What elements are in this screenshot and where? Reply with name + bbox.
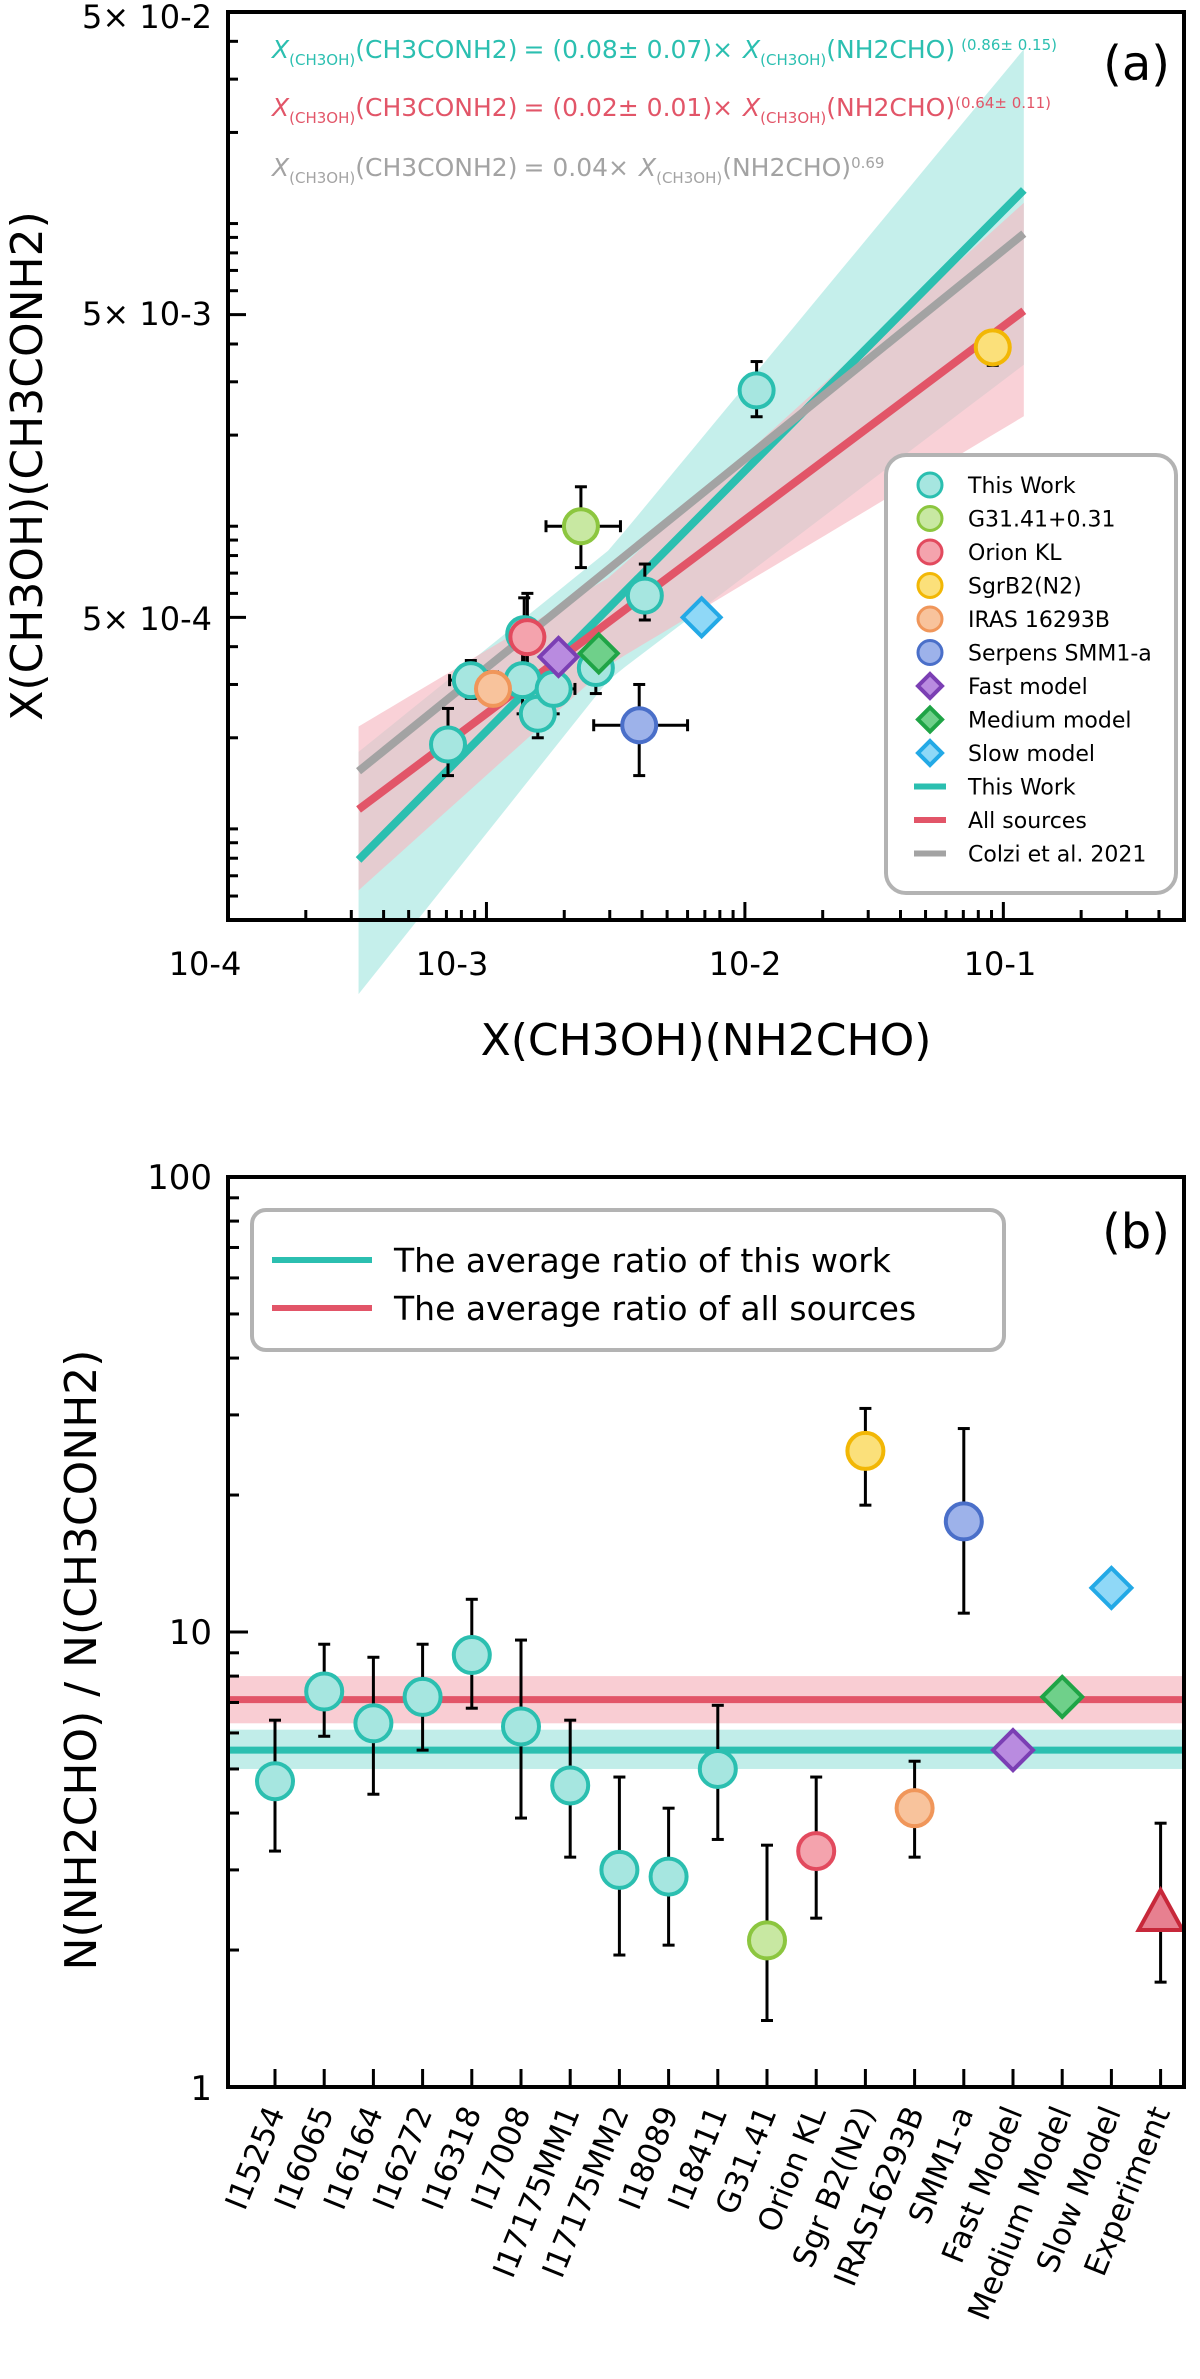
- x-axis-label: X(CH3OH)(NH2CHO): [481, 1015, 932, 1066]
- data-point: [576, 631, 621, 676]
- data-point: [625, 576, 664, 615]
- data-point: [990, 1727, 1036, 1773]
- legend-label: SgrB2(N2): [968, 575, 1082, 600]
- legend-label: Fast model: [968, 675, 1088, 700]
- fit-line: [355, 187, 1027, 863]
- data-point: [747, 1920, 787, 1961]
- legend-label: All sources: [968, 809, 1087, 834]
- legend-marker: [916, 572, 944, 599]
- data-point: [648, 1856, 689, 1897]
- data-point: [536, 635, 581, 679]
- legend-box: [884, 453, 1178, 895]
- data-point: [304, 1671, 345, 1712]
- data-point: [550, 1765, 591, 1806]
- legend-marker: [916, 639, 944, 666]
- data-point: [429, 725, 468, 764]
- y-axis-label: X(CH3OH)(CH3CONH2): [2, 211, 53, 720]
- data-point: [1088, 1565, 1135, 1611]
- axis-ticks: [228, 1196, 1163, 2089]
- legend-label: Orion KL: [968, 541, 1062, 566]
- panel-b: 100 10 1 N(NH2CHO) / N(CH3CONH2) (b) The…: [56, 1158, 1186, 2326]
- data-point: [402, 1676, 443, 1717]
- x-tick-label: 10-4: [169, 945, 242, 983]
- legend-marker: [916, 538, 944, 566]
- x-tick-label: 10-1: [964, 945, 1037, 983]
- legend-label: IRAS 16293B: [968, 608, 1110, 633]
- data-point: [508, 618, 547, 657]
- data-point: [451, 1635, 492, 1676]
- data-points: [255, 1406, 1186, 2023]
- panel-a: 10-4 10-3 10-2 10-1 5× 10-4 5× 10-3 5× 1…: [2, 0, 1186, 1066]
- legend-marker: [915, 671, 945, 701]
- data-point: [943, 1501, 984, 1542]
- svg-text:X(CH3OH)(CH3CONH2)= (0.02± 0.0: X(CH3OH)(CH3CONH2) = (0.02± 0.01)× X(CH3OH…: [270, 93, 1051, 127]
- legend-label: Medium model: [968, 709, 1131, 734]
- data-point: [679, 595, 724, 640]
- legend-marker: [915, 738, 945, 768]
- data-point: [353, 1703, 394, 1744]
- data-point: [737, 371, 776, 410]
- svg-text:X(CH3OH)(CH3CONH2)= 0.04×X(CH3: X(CH3OH)(CH3CONH2) = 0.04× X(CH3OH)(NH2CHO…: [270, 153, 884, 187]
- data-point: [501, 1706, 541, 1747]
- y-tick-label: 1: [190, 2069, 212, 2109]
- equation-all-sources: X(CH3OH)(CH3CONH2) = (0.02± 0.01)× X(CH3OH…: [270, 93, 1051, 127]
- legend-marker: [916, 471, 944, 499]
- legend-marker: [915, 704, 945, 735]
- y-tick-label: 10: [169, 1613, 212, 1653]
- data-point: [620, 706, 659, 745]
- legend-label: G31.41+0.31: [968, 508, 1115, 533]
- equation-this-work: X(CH3OH)(CH3CONH2) = (0.08± 0.07)× X(CH3OH…: [270, 35, 1057, 69]
- legend-label: Serpens SMM1-a: [968, 642, 1152, 667]
- data-point: [534, 669, 573, 708]
- data-point: [473, 669, 512, 708]
- legend-label: This Work: [967, 776, 1076, 801]
- legend-label: The average ratio of all sources: [393, 1289, 916, 1328]
- y-tick-label: 5× 10-4: [82, 600, 212, 638]
- y-tick-label: 5× 10-3: [82, 295, 212, 333]
- data-point: [1135, 1885, 1186, 1932]
- axis-ticks: [226, 10, 1186, 920]
- legend: This Work G31.41+0.31 Orion KL SgrB2(N2) IRA…: [884, 453, 1178, 895]
- legend: The average ratio of this work The avera…: [250, 1208, 1006, 1352]
- fit-line: [356, 307, 1027, 813]
- data-point: [973, 328, 1012, 367]
- panel-label: (b): [1102, 1204, 1170, 1260]
- legend-marker: [916, 605, 944, 633]
- data-points: [429, 328, 1012, 778]
- data-point: [697, 1748, 738, 1789]
- legend-label: The average ratio of this work: [393, 1241, 892, 1280]
- panel-label: (a): [1103, 36, 1170, 92]
- legend-label: Colzi et al. 2021: [968, 843, 1146, 868]
- x-tick-label: 10-3: [416, 945, 489, 983]
- legend-marker: [916, 505, 944, 532]
- y-tick-label: 5× 10-2: [82, 0, 212, 36]
- x-tick-label: 10-2: [709, 945, 782, 983]
- data-point: [894, 1788, 935, 1829]
- data-point: [561, 507, 600, 546]
- legend-label: Slow model: [968, 742, 1095, 767]
- data-point: [599, 1849, 640, 1890]
- data-point: [1039, 1674, 1086, 1720]
- data-point: [845, 1430, 886, 1471]
- data-point: [255, 1761, 295, 1802]
- category-labels: I15254I16065I16164I16272I16318I17008I171…: [219, 2101, 1178, 2326]
- legend-box: [250, 1208, 1006, 1352]
- legend-label: This Work: [967, 474, 1076, 499]
- equation-colzi: X(CH3OH)(CH3CONH2) = 0.04× X(CH3OH)(NH2CHO…: [270, 153, 884, 187]
- svg-text:X(CH3OH)(CH3CONH2)= (0.08± 0.0: X(CH3OH)(CH3CONH2) = (0.08± 0.07)× X(CH3OH…: [270, 35, 1057, 69]
- y-tick-label: 100: [147, 1158, 212, 1198]
- data-point: [796, 1831, 837, 1872]
- y-axis-label: N(NH2CHO) / N(CH3CONH2): [56, 1350, 107, 1971]
